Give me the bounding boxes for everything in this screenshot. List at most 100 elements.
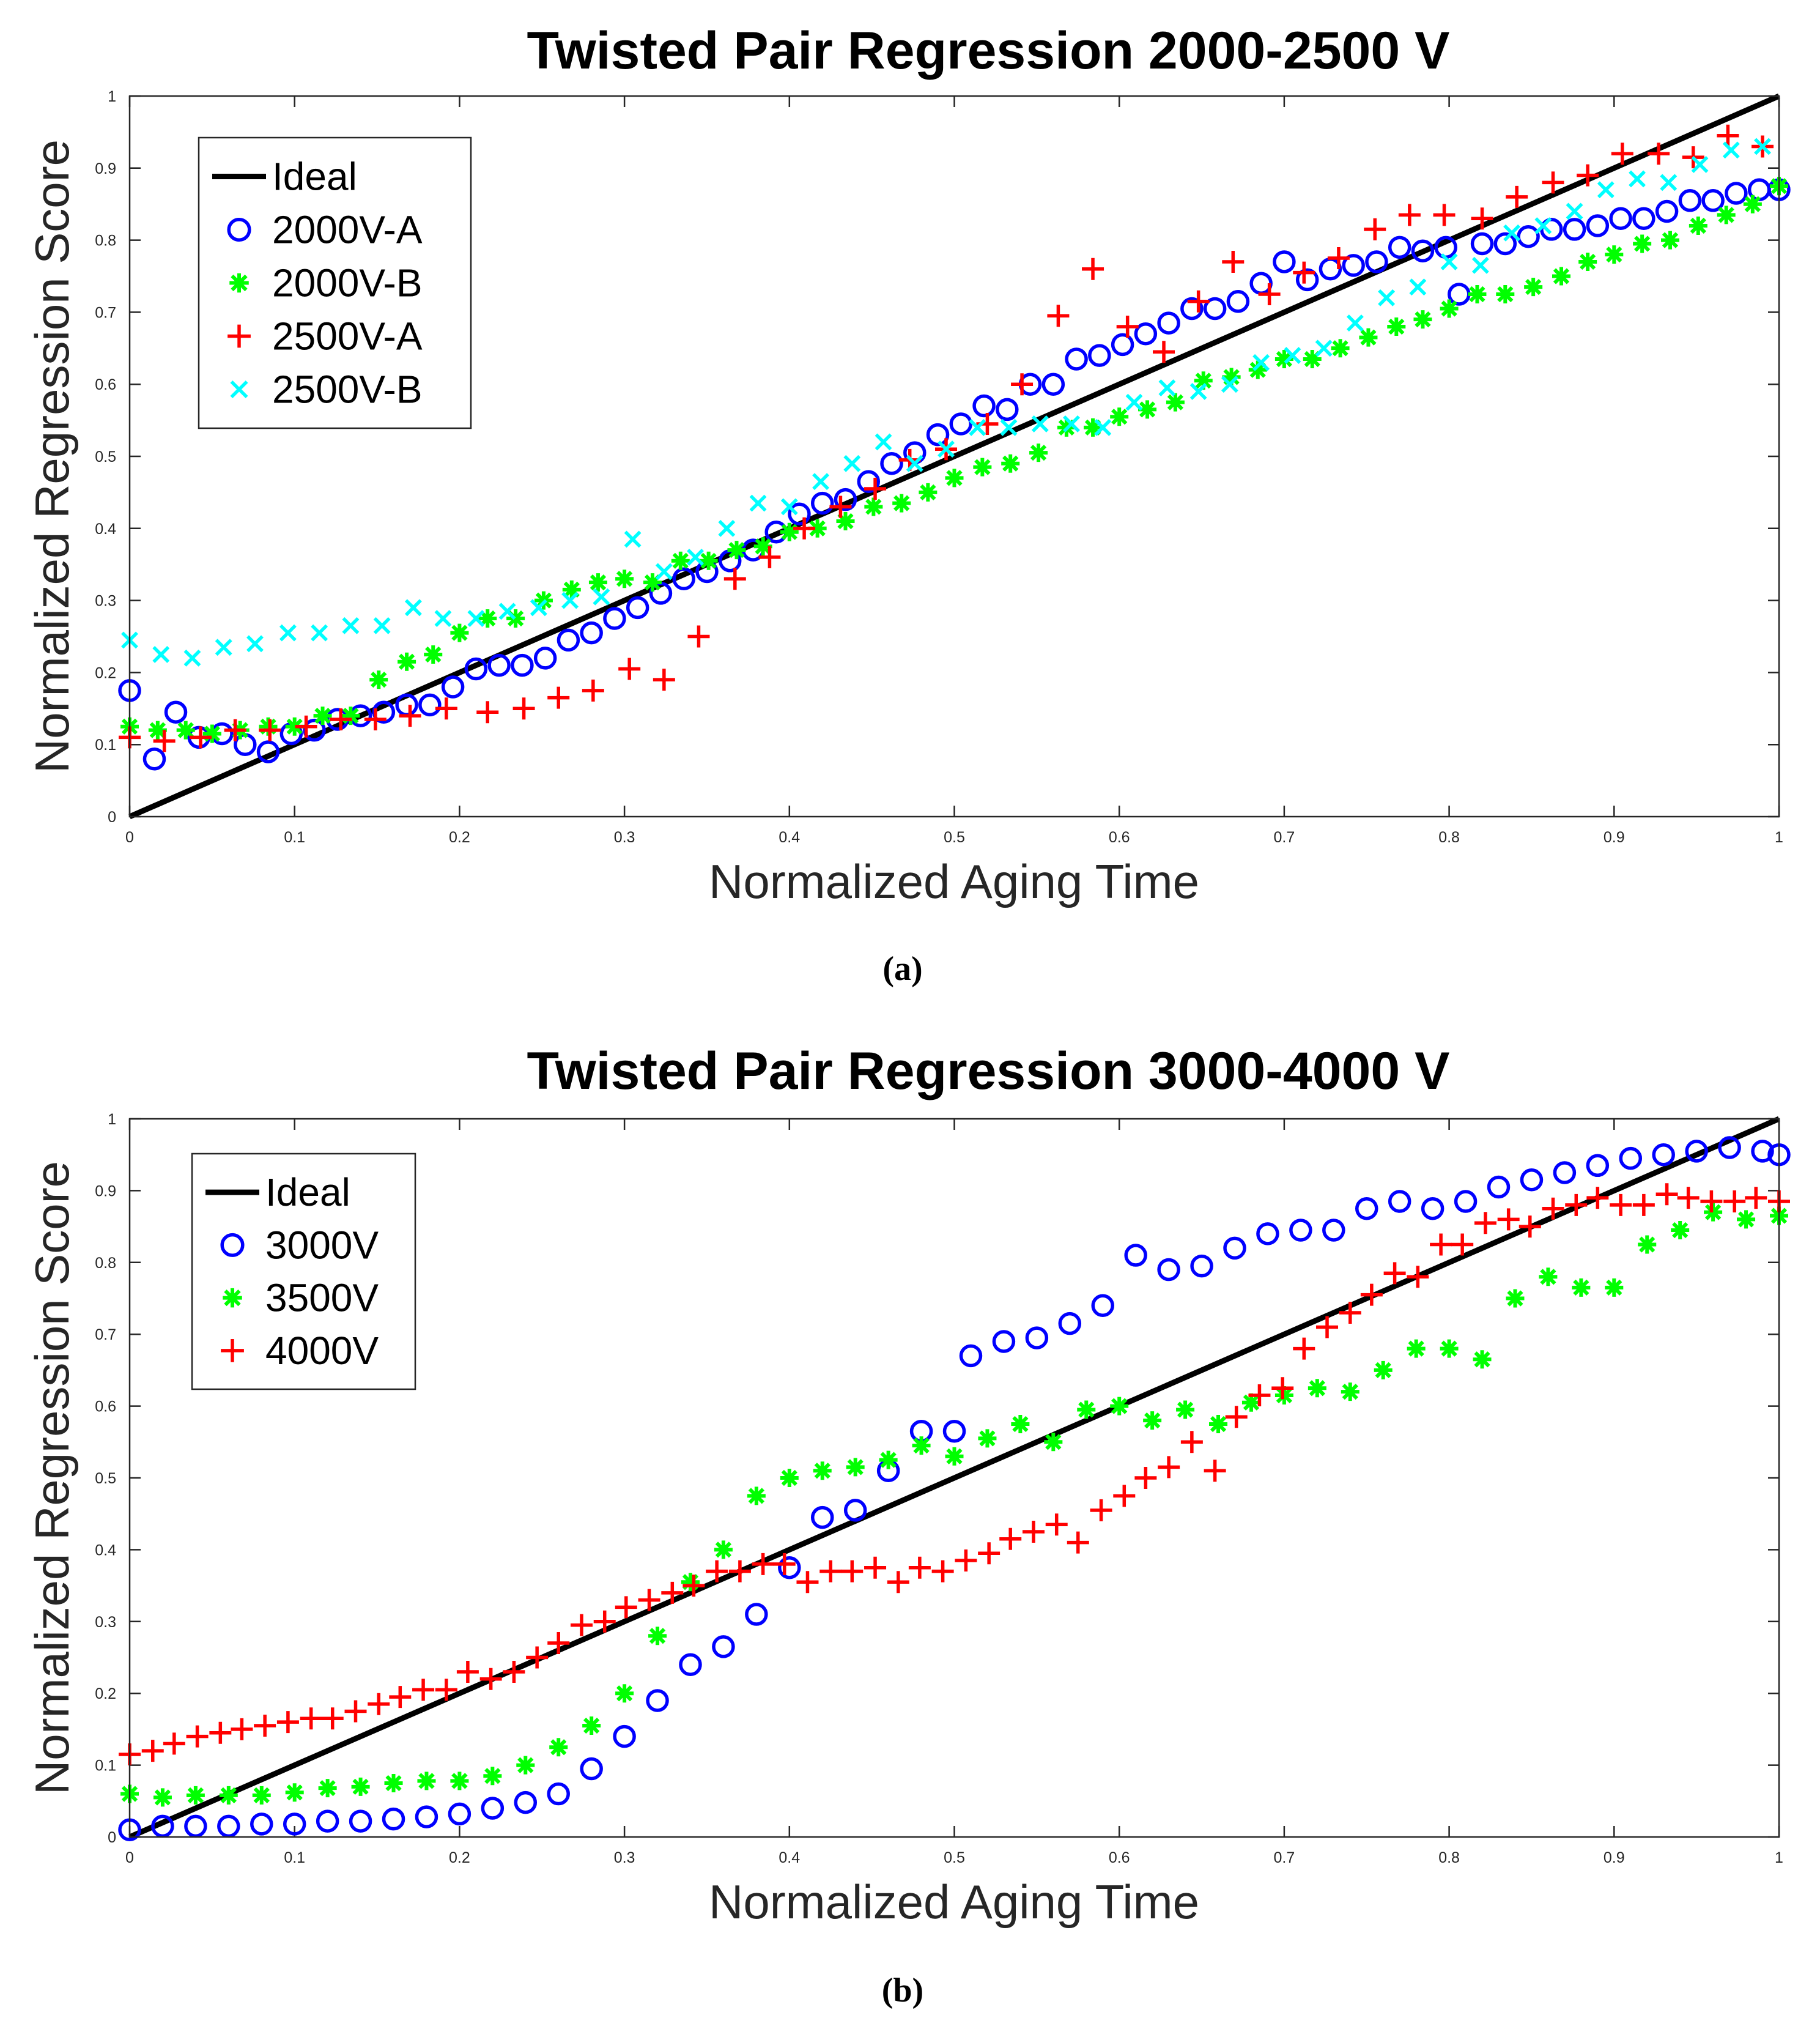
point-2500v-b (434, 610, 452, 627)
point-4000v (615, 1596, 637, 1619)
x-tick-label: 0.8 (1438, 1849, 1460, 1866)
point-2000v-a (256, 740, 280, 763)
point-4000v (1090, 1499, 1112, 1521)
point-3000v (1091, 1294, 1114, 1317)
point-2000v-a (1701, 189, 1725, 212)
point-2000v-b (1359, 328, 1378, 347)
point-3000v (745, 1603, 768, 1626)
point-4000v (728, 1560, 751, 1583)
point-3500v (1440, 1339, 1459, 1358)
y-tick-label: 0.9 (95, 1182, 116, 1200)
point-4000v (456, 1660, 479, 1683)
point-2500v-b (969, 418, 986, 436)
point-2500v-b (1378, 289, 1396, 306)
point-4000v (1158, 1456, 1180, 1479)
point-2500v-b (1252, 354, 1270, 371)
point-2500v-b (246, 635, 264, 653)
point-2000v-a (1655, 199, 1679, 223)
data-marks (118, 93, 1791, 820)
point-4000v (368, 1693, 390, 1715)
point-2000v-a (1157, 311, 1180, 335)
point-2000v-a (1563, 218, 1586, 241)
point-2000v-a (557, 628, 580, 652)
point-3500v (153, 1788, 172, 1807)
point-4000v (1180, 1431, 1203, 1453)
x-tick-label: 0.9 (1604, 1849, 1625, 1866)
point-4000v (547, 1632, 570, 1655)
point-2500v-b (1566, 202, 1583, 220)
point-2000v-a (1609, 207, 1632, 231)
point-2000v-a (1088, 344, 1111, 367)
point-2000v-b (1274, 349, 1293, 368)
point-2000v-a (1632, 207, 1655, 231)
point-2500v-a (582, 679, 604, 702)
x-tick-label: 0 (125, 1849, 134, 1866)
y-tick-label: 0.4 (95, 1542, 116, 1559)
point-4000v (412, 1679, 435, 1701)
point-2500v-b (1503, 224, 1521, 242)
panel-caption: (a) (882, 950, 922, 988)
point-2000v-a (880, 452, 903, 475)
point-2500v-b (467, 610, 485, 627)
point-2500v-b (1471, 256, 1489, 274)
point-4000v (864, 1556, 887, 1579)
point-3500v (285, 1783, 304, 1802)
point-2000v-a (580, 621, 603, 645)
point-2500v-b (1000, 418, 1018, 436)
legend-label-3000v: 3000V (265, 1223, 379, 1267)
point-2000v-a (487, 653, 511, 677)
point-2000v-b (398, 652, 416, 671)
legend-label-3500v: 3500V (265, 1276, 379, 1320)
y-tick-label: 0 (108, 1829, 116, 1846)
point-2500v-b (1031, 415, 1049, 432)
point-3500v (1671, 1220, 1690, 1239)
point-4000v (1474, 1212, 1496, 1234)
point-3000v (580, 1757, 603, 1781)
point-2500v-a (793, 517, 816, 540)
point-2500v-a (1433, 204, 1456, 226)
point-3000v (1619, 1146, 1643, 1170)
point-4000v (1293, 1337, 1315, 1360)
point-2000v-a (1725, 182, 1748, 205)
point-2000v-b (1029, 443, 1048, 462)
point-3500v (318, 1779, 337, 1798)
point-2500v-a (547, 686, 570, 709)
point-2500v-b (279, 624, 297, 642)
point-2500v-a (1153, 341, 1175, 363)
point-3500v (780, 1469, 799, 1487)
series-ideal-line (128, 1116, 1780, 1840)
point-2500v-b (843, 455, 861, 472)
point-3000v (843, 1499, 867, 1522)
point-3500v (813, 1461, 832, 1480)
y-tick-label: 0.6 (95, 1398, 116, 1416)
axis-ticks: 0 0.1 0.2 0.3 0.4 0.5 0.6 0.7 0.8 0.9 1 0 0.1 0.2 0.3 0… (95, 88, 1783, 846)
point-2000v-b (1248, 360, 1267, 379)
point-3500v (978, 1429, 997, 1448)
point-3500v (516, 1756, 535, 1775)
point-3000v (959, 1344, 983, 1368)
point-3000v (1124, 1244, 1147, 1267)
axes-frame (128, 95, 1780, 818)
point-2000v-a (1365, 250, 1388, 273)
point-3500v (1605, 1278, 1624, 1297)
point-3000v (1322, 1219, 1345, 1242)
point-3000v (1652, 1143, 1675, 1167)
point-2500v-a (1187, 290, 1210, 313)
y-tick-label: 0.1 (95, 737, 116, 754)
legend-swatch-2500v-a (228, 324, 251, 348)
point-3500v (1077, 1400, 1096, 1419)
point-4000v (1271, 1377, 1294, 1400)
point-2000v-b (1413, 310, 1432, 329)
point-2500v-b (687, 548, 705, 566)
point-4000v (300, 1707, 322, 1730)
point-2500v-a (1398, 204, 1421, 226)
point-4000v (209, 1721, 232, 1744)
point-2000v-a (441, 675, 465, 699)
point-4000v (1113, 1485, 1136, 1507)
point-3000v (1025, 1326, 1049, 1349)
point-2000v-a (1470, 232, 1494, 256)
point-2500v-a (1364, 218, 1386, 240)
x-tick-label: 1 (1775, 829, 1783, 846)
point-2000v-b (341, 707, 360, 725)
point-3000v (514, 1790, 538, 1814)
